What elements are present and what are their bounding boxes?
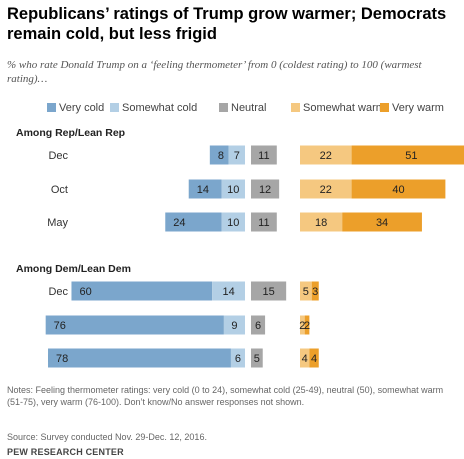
chart-title: Republicans’ ratings of Trump grow warme… <box>7 5 447 43</box>
bar-neutral <box>251 281 287 301</box>
legend-swatch-very_cold <box>47 103 56 112</box>
bar-neutral <box>251 179 280 199</box>
bar-somewhat-warm <box>300 315 305 335</box>
pew-research-logo: PEW RESEARCH CENTER <box>7 447 124 457</box>
group-label: Among Dem/Lean Dem <box>16 263 131 275</box>
row-label: Dec <box>48 286 68 298</box>
value-label-somewhat-cold: 10 <box>227 217 239 229</box>
bar-somewhat-cold <box>221 212 245 232</box>
bar-somewhat-warm <box>300 179 352 199</box>
value-label-very-warm: 3 <box>312 286 318 298</box>
value-label-somewhat-cold: 9 <box>231 320 237 332</box>
value-label-somewhat-cold: 10 <box>227 184 239 196</box>
legend-label-somewhat_cold: Somewhat cold <box>122 102 197 114</box>
value-label-neutral: 5 <box>254 353 260 365</box>
bar-very-warm <box>304 315 310 335</box>
legend-label-neutral: Neutral <box>231 102 266 114</box>
value-label-very-cold: 76 <box>54 320 66 332</box>
chart-subtitle: % who rate Donald Trump on a ‘feeling th… <box>7 59 422 85</box>
legend-swatch-somewhat_warm <box>291 103 300 112</box>
value-label-very-warm: 4 <box>311 353 317 365</box>
row-label: Oct <box>51 184 68 196</box>
bar-somewhat-cold <box>230 348 245 368</box>
value-label-somewhat-warm: 18 <box>315 217 327 229</box>
bar-very-cold <box>188 179 222 199</box>
bar-somewhat-warm <box>300 348 310 368</box>
bar-neutral <box>251 145 277 165</box>
bar-somewhat-cold <box>212 281 245 301</box>
value-label-somewhat-warm: 5 <box>303 286 309 298</box>
bar-very-cold <box>209 145 229 165</box>
legend-swatch-neutral <box>219 103 228 112</box>
thermometer-chart: Very cold Somewhat cold Neutral Somewhat wa… <box>16 102 464 368</box>
bar-very-cold <box>48 348 231 368</box>
bar-neutral <box>251 212 277 232</box>
value-label-somewhat-cold: 7 <box>234 150 240 162</box>
value-label-neutral: 11 <box>258 217 269 229</box>
bar-somewhat-cold <box>221 179 245 199</box>
value-label-somewhat-warm: 2 <box>299 320 305 332</box>
bar-somewhat-warm <box>300 281 312 301</box>
bar-very-cold <box>165 212 222 232</box>
chart-notes: Notes: Feeling thermometer ratings: very… <box>7 385 444 407</box>
value-label-very-cold: 14 <box>197 184 209 196</box>
value-label-very-cold: 78 <box>56 353 68 365</box>
value-label-somewhat-warm: 22 <box>320 150 332 162</box>
value-label-somewhat-warm: 4 <box>302 353 308 365</box>
legend-swatch-very_warm <box>380 103 389 112</box>
legend-swatch-somewhat_cold <box>110 103 119 112</box>
value-label-very-warm: 34 <box>376 217 388 229</box>
legend-label-somewhat_warm: Somewhat warm <box>303 102 385 114</box>
legend-label-very_warm: Very warm <box>392 102 444 114</box>
value-label-very-cold: 8 <box>218 150 224 162</box>
value-label-very-warm: 40 <box>392 184 404 196</box>
bar-very-warm <box>342 212 422 232</box>
bar-very-warm <box>351 145 464 165</box>
value-label-somewhat-cold: 14 <box>222 286 234 298</box>
value-label-very-cold: 24 <box>173 217 185 229</box>
row-label: May <box>47 217 68 229</box>
value-label-neutral: 15 <box>262 286 274 298</box>
bar-neutral <box>251 315 266 335</box>
value-label-very-warm: 2 <box>304 320 310 332</box>
bar-neutral <box>251 348 263 368</box>
value-label-very-warm: 51 <box>405 150 417 162</box>
bar-somewhat-warm <box>300 212 343 232</box>
value-label-somewhat-warm: 22 <box>320 184 332 196</box>
bar-very-warm <box>311 281 319 301</box>
legend-label-very_cold: Very cold <box>59 102 104 114</box>
bar-somewhat-cold <box>228 145 245 165</box>
bar-very-warm <box>351 179 446 199</box>
value-label-very-cold: 60 <box>79 286 91 298</box>
value-label-somewhat-cold: 6 <box>235 353 241 365</box>
row-label: Dec <box>48 150 68 162</box>
bar-somewhat-warm <box>300 145 352 165</box>
value-label-neutral: 6 <box>255 320 261 332</box>
value-label-neutral: 12 <box>259 184 271 196</box>
bar-very-cold <box>71 281 213 301</box>
bar-somewhat-cold <box>223 315 245 335</box>
value-label-neutral: 11 <box>258 150 269 162</box>
group-label: Among Rep/Lean Rep <box>16 127 125 139</box>
chart-source: Source: Survey conducted Nov. 29-Dec. 12… <box>7 432 207 442</box>
bar-very-warm <box>309 348 319 368</box>
bar-very-cold <box>45 315 224 335</box>
